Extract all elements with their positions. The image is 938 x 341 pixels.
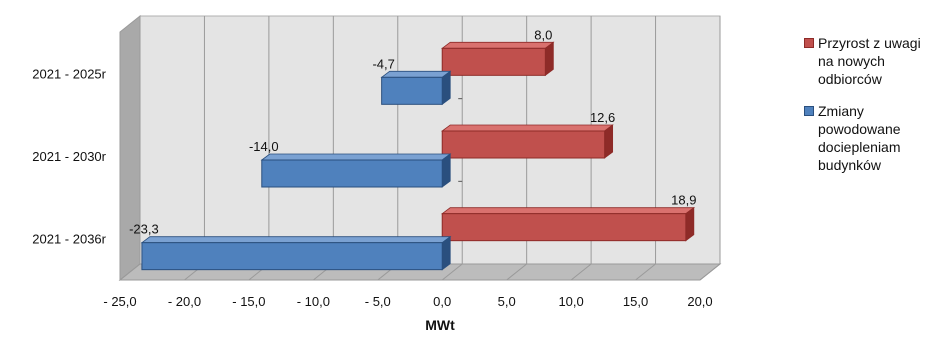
bar-side — [685, 206, 695, 242]
x-tick-label: - 10,0 — [297, 294, 330, 309]
legend-label-zmiany: Zmiany powodowane dociepleniam budynków — [818, 103, 901, 173]
x-tick-label: 20,0 — [687, 294, 712, 309]
legend-item-przyrost: Przyrost z uwagi na nowych odbiorców — [804, 34, 934, 88]
data-label: -14,0 — [249, 139, 279, 154]
x-tick-label: 15,0 — [623, 294, 648, 309]
category-label: 2021 - 2030r — [32, 149, 106, 164]
bar-top — [380, 70, 452, 78]
x-tick-label: 5,0 — [498, 294, 516, 309]
x-axis-title: MWt — [425, 317, 455, 333]
data-label: 8,0 — [534, 27, 552, 42]
legend-label-przyrost: Przyrost z uwagi na nowych odbiorców — [818, 35, 921, 87]
bar-side — [441, 70, 451, 106]
bar-side — [604, 124, 614, 159]
bar-top — [260, 153, 452, 161]
side-wall — [119, 14, 141, 282]
gridline-floor — [699, 263, 721, 281]
bar-top — [441, 41, 555, 49]
data-label: 18,9 — [671, 193, 696, 208]
bar — [141, 242, 443, 271]
x-tick-label: - 20,0 — [168, 294, 201, 309]
category-label: 2021 - 2025r — [32, 66, 106, 81]
legend: Przyrost z uwagi na nowych odbiorców Zmi… — [804, 34, 934, 188]
category-label: 2021 - 2036r — [32, 232, 106, 247]
bar — [441, 213, 687, 242]
legend-item-zmiany: Zmiany powodowane dociepleniam budynków — [804, 102, 934, 174]
gridline-floor — [506, 263, 527, 281]
bar — [381, 76, 443, 105]
x-tick-label: - 15,0 — [232, 294, 265, 309]
x-tick-label: 0,0 — [433, 294, 451, 309]
bar-side — [441, 235, 451, 271]
data-label: 12,6 — [590, 110, 615, 125]
bar-side — [441, 153, 451, 188]
gridline-floor — [570, 263, 592, 281]
data-label: -4,7 — [372, 56, 394, 71]
legend-swatch-przyrost — [804, 38, 814, 48]
bar — [261, 159, 443, 188]
gridline-floor — [119, 263, 141, 281]
gridline-floor — [441, 263, 463, 281]
gridline-floor — [635, 263, 656, 281]
bar — [441, 47, 546, 76]
bar-top — [441, 124, 614, 132]
bar — [441, 130, 606, 159]
data-label: -23,3 — [129, 222, 159, 237]
x-tick-label: 10,0 — [558, 294, 583, 309]
x-tick-label: - 25,0 — [103, 294, 136, 309]
bar-top — [441, 207, 696, 215]
bar-top — [140, 236, 452, 244]
bar-side — [544, 41, 554, 77]
x-tick-label: - 5,0 — [365, 294, 391, 309]
legend-swatch-zmiany — [804, 106, 814, 116]
